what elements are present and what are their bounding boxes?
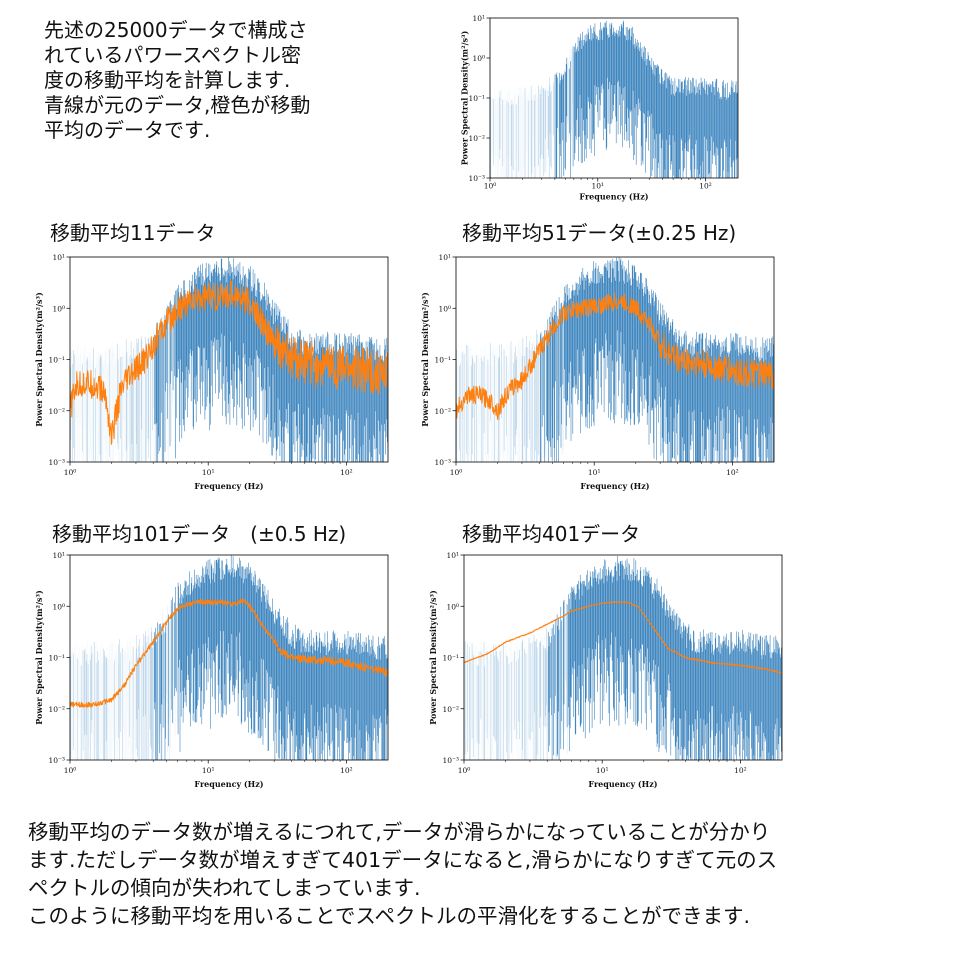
x-tick-label: 10² bbox=[340, 468, 353, 477]
moving-average-series bbox=[464, 601, 782, 674]
y-axis-label: Power Spectral Density(m²/s³) bbox=[460, 31, 470, 166]
x-tick-label: 10⁰ bbox=[64, 468, 77, 477]
y-axis-label: Power Spectral Density(m²/s³) bbox=[34, 590, 44, 725]
y-tick-label: 10⁰ bbox=[472, 54, 485, 63]
y-tick-label: 10⁻¹ bbox=[48, 654, 65, 663]
chart-moving-average-401: 10⁰ 10¹ 10² 10⁻³ 10⁻² 10⁻¹ 10⁰ 10¹ Frequency (Hz… bbox=[428, 551, 783, 789]
y-axis-label: Power Spectral Density(m²/s³) bbox=[34, 292, 44, 427]
y-tick-label: 10⁻³ bbox=[468, 174, 485, 183]
raw-psd-series bbox=[70, 555, 388, 760]
moving-average-series bbox=[70, 598, 388, 708]
chart-moving-average-51: 10⁰ 10¹ 10² 10⁻³ 10⁻² 10⁻¹ 10⁰ 10¹ Frequency (Hz… bbox=[420, 253, 775, 491]
x-tick-label: 10¹ bbox=[591, 181, 604, 190]
plot-area bbox=[490, 20, 738, 178]
y-axis-label: Power Spectral Density(m²/s³) bbox=[428, 590, 438, 725]
moving-average-series bbox=[70, 280, 388, 445]
y-tick-label: 10⁻¹ bbox=[442, 654, 459, 663]
panel-title-ma101: 移動平均101データ (±0.5 Hz) bbox=[52, 522, 347, 546]
y-tick-label: 10¹ bbox=[446, 551, 459, 560]
x-tick-label: 10⁰ bbox=[64, 766, 77, 775]
y-tick-label: 10⁻¹ bbox=[434, 356, 451, 365]
y-tick-label: 10⁻² bbox=[434, 407, 451, 416]
y-axis-label: Power Spectral Density(m²/s³) bbox=[420, 292, 430, 427]
y-tick-label: 10⁰ bbox=[438, 304, 451, 313]
x-axis-label: Frequency (Hz) bbox=[194, 481, 263, 491]
intro-text: 先述の25000データで構成さ れているパワースペクトル密 度の移動平均を計算し… bbox=[44, 18, 311, 142]
chart-moving-average-11: 10⁰ 10¹ 10² 10⁻³ 10⁻² 10⁻¹ 10⁰ 10¹ Frequency (Hz… bbox=[34, 253, 389, 491]
x-tick-label: 10² bbox=[699, 181, 712, 190]
moving-average-series bbox=[456, 292, 774, 421]
summary-text: 移動平均のデータ数が増えるにつれて,データが滑らかになっていることが分かり ます… bbox=[28, 820, 778, 928]
x-tick-label: 10¹ bbox=[202, 766, 215, 775]
x-tick-label: 10⁰ bbox=[484, 181, 497, 190]
y-tick-label: 10¹ bbox=[472, 14, 485, 23]
chart-original-psd: 10⁰ 10¹ 10² 10⁻³ 10⁻² 10⁻¹ 10⁰ 10¹ Frequency (Hz… bbox=[460, 14, 739, 202]
y-tick-label: 10¹ bbox=[438, 253, 451, 262]
x-tick-label: 10² bbox=[726, 468, 739, 477]
y-tick-label: 10⁻³ bbox=[442, 756, 459, 765]
plot-area bbox=[464, 556, 782, 760]
chart-moving-average-101: 10⁰ 10¹ 10² 10⁻³ 10⁻² 10⁻¹ 10⁰ 10¹ Frequency (Hz… bbox=[34, 551, 389, 789]
y-tick-label: 10¹ bbox=[52, 551, 65, 560]
x-tick-label: 10² bbox=[734, 766, 747, 775]
raw-psd-series bbox=[490, 20, 738, 178]
y-tick-label: 10⁰ bbox=[446, 602, 459, 611]
x-tick-label: 10¹ bbox=[596, 766, 609, 775]
plot-area bbox=[70, 555, 388, 760]
y-tick-label: 10⁻² bbox=[48, 407, 65, 416]
y-tick-label: 10⁻² bbox=[48, 705, 65, 714]
y-tick-label: 10⁻² bbox=[442, 705, 459, 714]
y-tick-label: 10⁰ bbox=[52, 304, 65, 313]
raw-psd-series bbox=[464, 556, 782, 760]
y-tick-label: 10⁻³ bbox=[48, 756, 65, 765]
x-axis-label: Frequency (Hz) bbox=[580, 481, 649, 491]
y-tick-label: 10⁰ bbox=[52, 602, 65, 611]
y-tick-label: 10⁻¹ bbox=[468, 94, 485, 103]
x-tick-label: 10¹ bbox=[588, 468, 601, 477]
y-tick-label: 10¹ bbox=[52, 253, 65, 262]
plot-area bbox=[456, 257, 774, 462]
x-tick-label: 10¹ bbox=[202, 468, 215, 477]
panel-title-ma401: 移動平均401データ bbox=[462, 522, 641, 546]
y-tick-label: 10⁻³ bbox=[434, 458, 451, 467]
x-tick-label: 10² bbox=[340, 766, 353, 775]
plot-area bbox=[70, 257, 388, 462]
panel-title-ma11: 移動平均11データ bbox=[50, 221, 216, 245]
x-tick-label: 10⁰ bbox=[458, 766, 471, 775]
x-axis-label: Frequency (Hz) bbox=[579, 192, 648, 202]
panel-title-ma51: 移動平均51データ(±0.25 Hz) bbox=[462, 221, 737, 245]
x-tick-label: 10⁰ bbox=[450, 468, 463, 477]
x-axis-label: Frequency (Hz) bbox=[588, 779, 657, 789]
y-tick-label: 10⁻² bbox=[468, 134, 485, 143]
x-axis-label: Frequency (Hz) bbox=[194, 779, 263, 789]
y-tick-label: 10⁻³ bbox=[48, 458, 65, 467]
y-tick-label: 10⁻¹ bbox=[48, 356, 65, 365]
